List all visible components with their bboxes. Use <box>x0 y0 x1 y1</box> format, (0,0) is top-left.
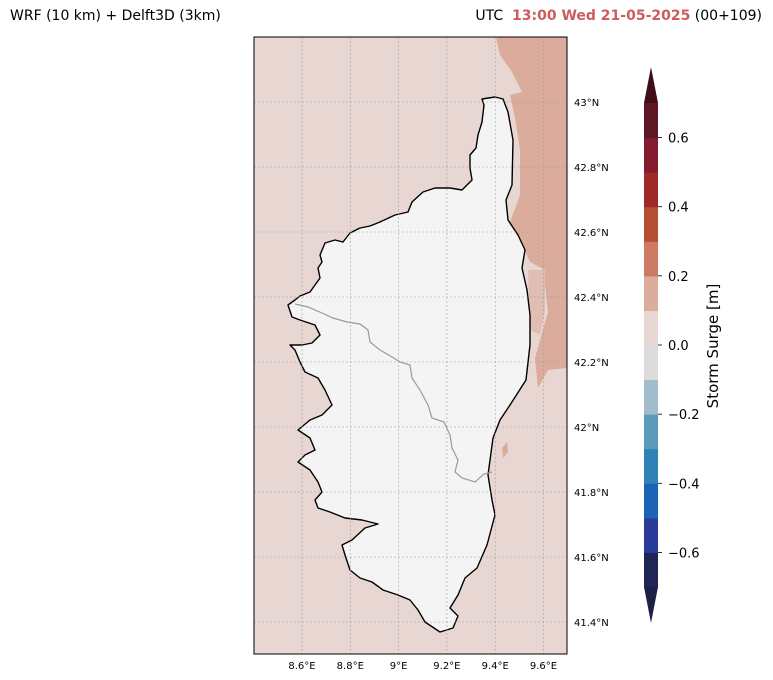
colorbar-bin <box>644 414 658 450</box>
map-title: WRF (10 km) + Delft3D (3km) <box>10 8 221 24</box>
forecast-timestamp: 13:00 Wed 21-05-2025 <box>512 8 691 24</box>
lat-tick-label: 42°N <box>574 423 599 434</box>
colorbar-bin <box>644 310 658 346</box>
lat-tick-label: 42.4°N <box>574 293 609 304</box>
colorbar-bin <box>644 448 658 484</box>
utc-label: UTC <box>475 8 504 24</box>
lat-tick-label: 42.2°N <box>574 358 609 369</box>
lon-tick-label: 9.2°E <box>433 661 460 672</box>
lon-tick-label: 8.8°E <box>337 661 364 672</box>
surge-moderate-area <box>528 270 545 335</box>
lat-tick-label: 41.6°N <box>574 553 609 564</box>
department-border <box>294 303 493 483</box>
map-area <box>254 37 567 654</box>
lat-tick-label: 41.4°N <box>574 618 609 629</box>
forecast-time-title: UTC 13:00 Wed 21-05-2025 (00+109) <box>475 8 762 24</box>
colorbar-tick-label: 0.4 <box>668 201 689 216</box>
colorbar-bin <box>644 241 658 277</box>
colorbar-bin <box>644 552 658 588</box>
colorbar-bin <box>644 172 658 208</box>
colorbar-tick-label: 0.0 <box>668 339 689 354</box>
lat-tick-label: 41.8°N <box>574 488 609 499</box>
lat-tick-label: 42.6°N <box>574 228 609 239</box>
lon-tick-label: 9.6°E <box>530 661 557 672</box>
lat-tick-label: 43°N <box>574 98 599 109</box>
colorbar-bin <box>644 103 658 139</box>
colorbar-tick-label: −0.4 <box>668 477 700 492</box>
surge-spot <box>502 442 508 458</box>
lead-time: (00+109) <box>694 8 762 24</box>
latitude-labels: 43°N 42.8°N 42.6°N 42.4°N 42.2°N 42°N 41.8°N 41… <box>574 98 609 629</box>
colorbar-tick-label: −0.6 <box>668 546 700 561</box>
lat-tick-label: 42.8°N <box>574 163 609 174</box>
map-gridlines <box>254 37 567 654</box>
colorbar-bin <box>644 379 658 415</box>
colorbar-bin <box>644 345 658 381</box>
colorbar-extend-low <box>644 587 658 623</box>
colorbar-bin <box>644 206 658 242</box>
colorbar: 0.6 0.4 0.2 0.0 −0.2 −0.4 −0.6 Storm Surge [m] <box>644 67 722 623</box>
colorbar-bin <box>644 517 658 553</box>
lon-tick-label: 9°E <box>390 661 408 672</box>
colorbar-bin <box>644 137 658 173</box>
colorbar-tick-label: 0.6 <box>668 132 689 147</box>
colorbar-bin <box>644 275 658 311</box>
lon-tick-label: 9.4°E <box>482 661 509 672</box>
lon-tick-label: 8.6°E <box>288 661 315 672</box>
colorbar-extend-high <box>644 67 658 103</box>
colorbar-tick-label: 0.2 <box>668 270 689 285</box>
surge-high-area <box>496 37 567 388</box>
colorbar-label: Storm Surge [m] <box>704 284 722 409</box>
colorbar-bin <box>644 483 658 519</box>
colorbar-tick-label: −0.2 <box>668 408 700 423</box>
longitude-labels: 8.6°E 8.8°E 9°E 9.2°E 9.4°E 9.6°E <box>288 661 557 672</box>
map-frame <box>253 36 568 655</box>
